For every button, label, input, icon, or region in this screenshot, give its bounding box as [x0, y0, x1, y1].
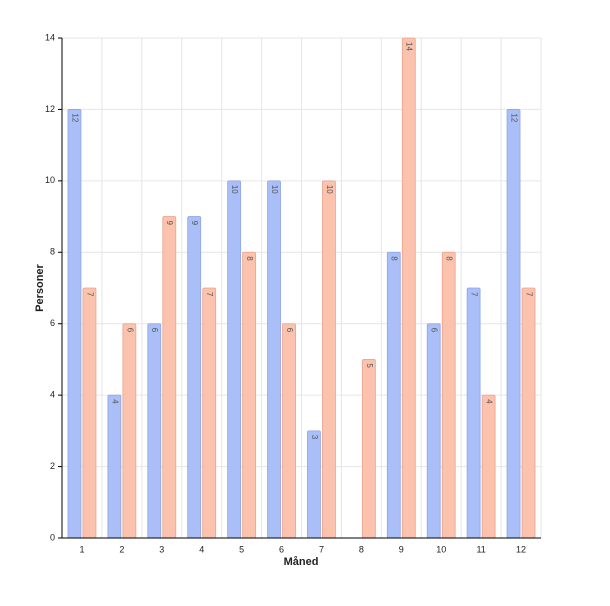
bar [322, 180, 336, 539]
x-tick-label: 7 [319, 544, 324, 554]
bar [401, 37, 416, 539]
data-label: 10 [325, 185, 334, 194]
bar [282, 323, 296, 539]
data-label: 5 [365, 363, 374, 368]
y-tick-label: 6 [50, 318, 55, 328]
bar [386, 251, 401, 539]
bar [107, 394, 122, 539]
bar [466, 287, 481, 539]
y-tick-label: 4 [50, 390, 55, 400]
data-label: 8 [245, 256, 254, 261]
x-tick-label: 11 [476, 544, 485, 554]
bar [481, 394, 496, 539]
bar [227, 180, 242, 539]
x-tick-label: 4 [199, 544, 204, 554]
data-label: 6 [285, 328, 294, 333]
y-axis-title: Personer [34, 263, 46, 311]
y-tick-label: 14 [45, 32, 55, 42]
bar [441, 251, 456, 539]
y-tick-label: 10 [45, 175, 55, 185]
data-label: 6 [150, 328, 159, 333]
x-tick-label: 8 [359, 544, 364, 554]
data-label: 7 [205, 292, 214, 297]
bar [426, 323, 441, 539]
bar [242, 251, 257, 539]
x-tick-label: 3 [159, 544, 164, 554]
data-label: 6 [430, 328, 439, 333]
data-label: 8 [445, 256, 454, 261]
data-label: 7 [470, 292, 479, 297]
x-axis-title: Måned [284, 556, 319, 568]
bar [361, 359, 376, 539]
y-tick-label: 0 [50, 532, 55, 542]
data-label: 10 [230, 185, 239, 194]
data-label: 9 [165, 221, 174, 226]
data-label: 12 [509, 113, 518, 122]
data-label: 7 [524, 292, 533, 297]
bar [506, 109, 521, 539]
data-label: 3 [310, 435, 319, 440]
bar [122, 323, 137, 539]
y-tick-label: 12 [45, 104, 55, 114]
x-tick-label: 1 [79, 544, 84, 554]
data-label: 4 [485, 399, 494, 404]
data-label: 6 [125, 328, 134, 333]
x-tick-label: 9 [399, 544, 404, 554]
data-label: 10 [270, 185, 279, 194]
bar [187, 216, 202, 539]
bar [267, 180, 281, 539]
data-label: 9 [190, 221, 199, 226]
x-tick-label: 6 [279, 544, 284, 554]
data-label: 7 [85, 292, 94, 297]
x-tick-label: 12 [516, 544, 526, 554]
bar [202, 287, 217, 539]
data-label: 14 [405, 42, 414, 51]
bar [147, 323, 162, 539]
y-tick-label: 8 [50, 247, 55, 257]
data-label: 12 [70, 113, 79, 122]
x-tick-label: 5 [239, 544, 244, 554]
bar [162, 216, 177, 539]
data-label: 4 [110, 399, 119, 404]
bar [521, 287, 536, 539]
data-label: 8 [390, 256, 399, 261]
y-tick-label: 2 [50, 461, 55, 471]
bar [82, 287, 97, 539]
bar [307, 430, 321, 539]
x-tick-label: 10 [436, 544, 446, 554]
x-tick-label: 2 [119, 544, 124, 554]
bar [67, 109, 82, 539]
